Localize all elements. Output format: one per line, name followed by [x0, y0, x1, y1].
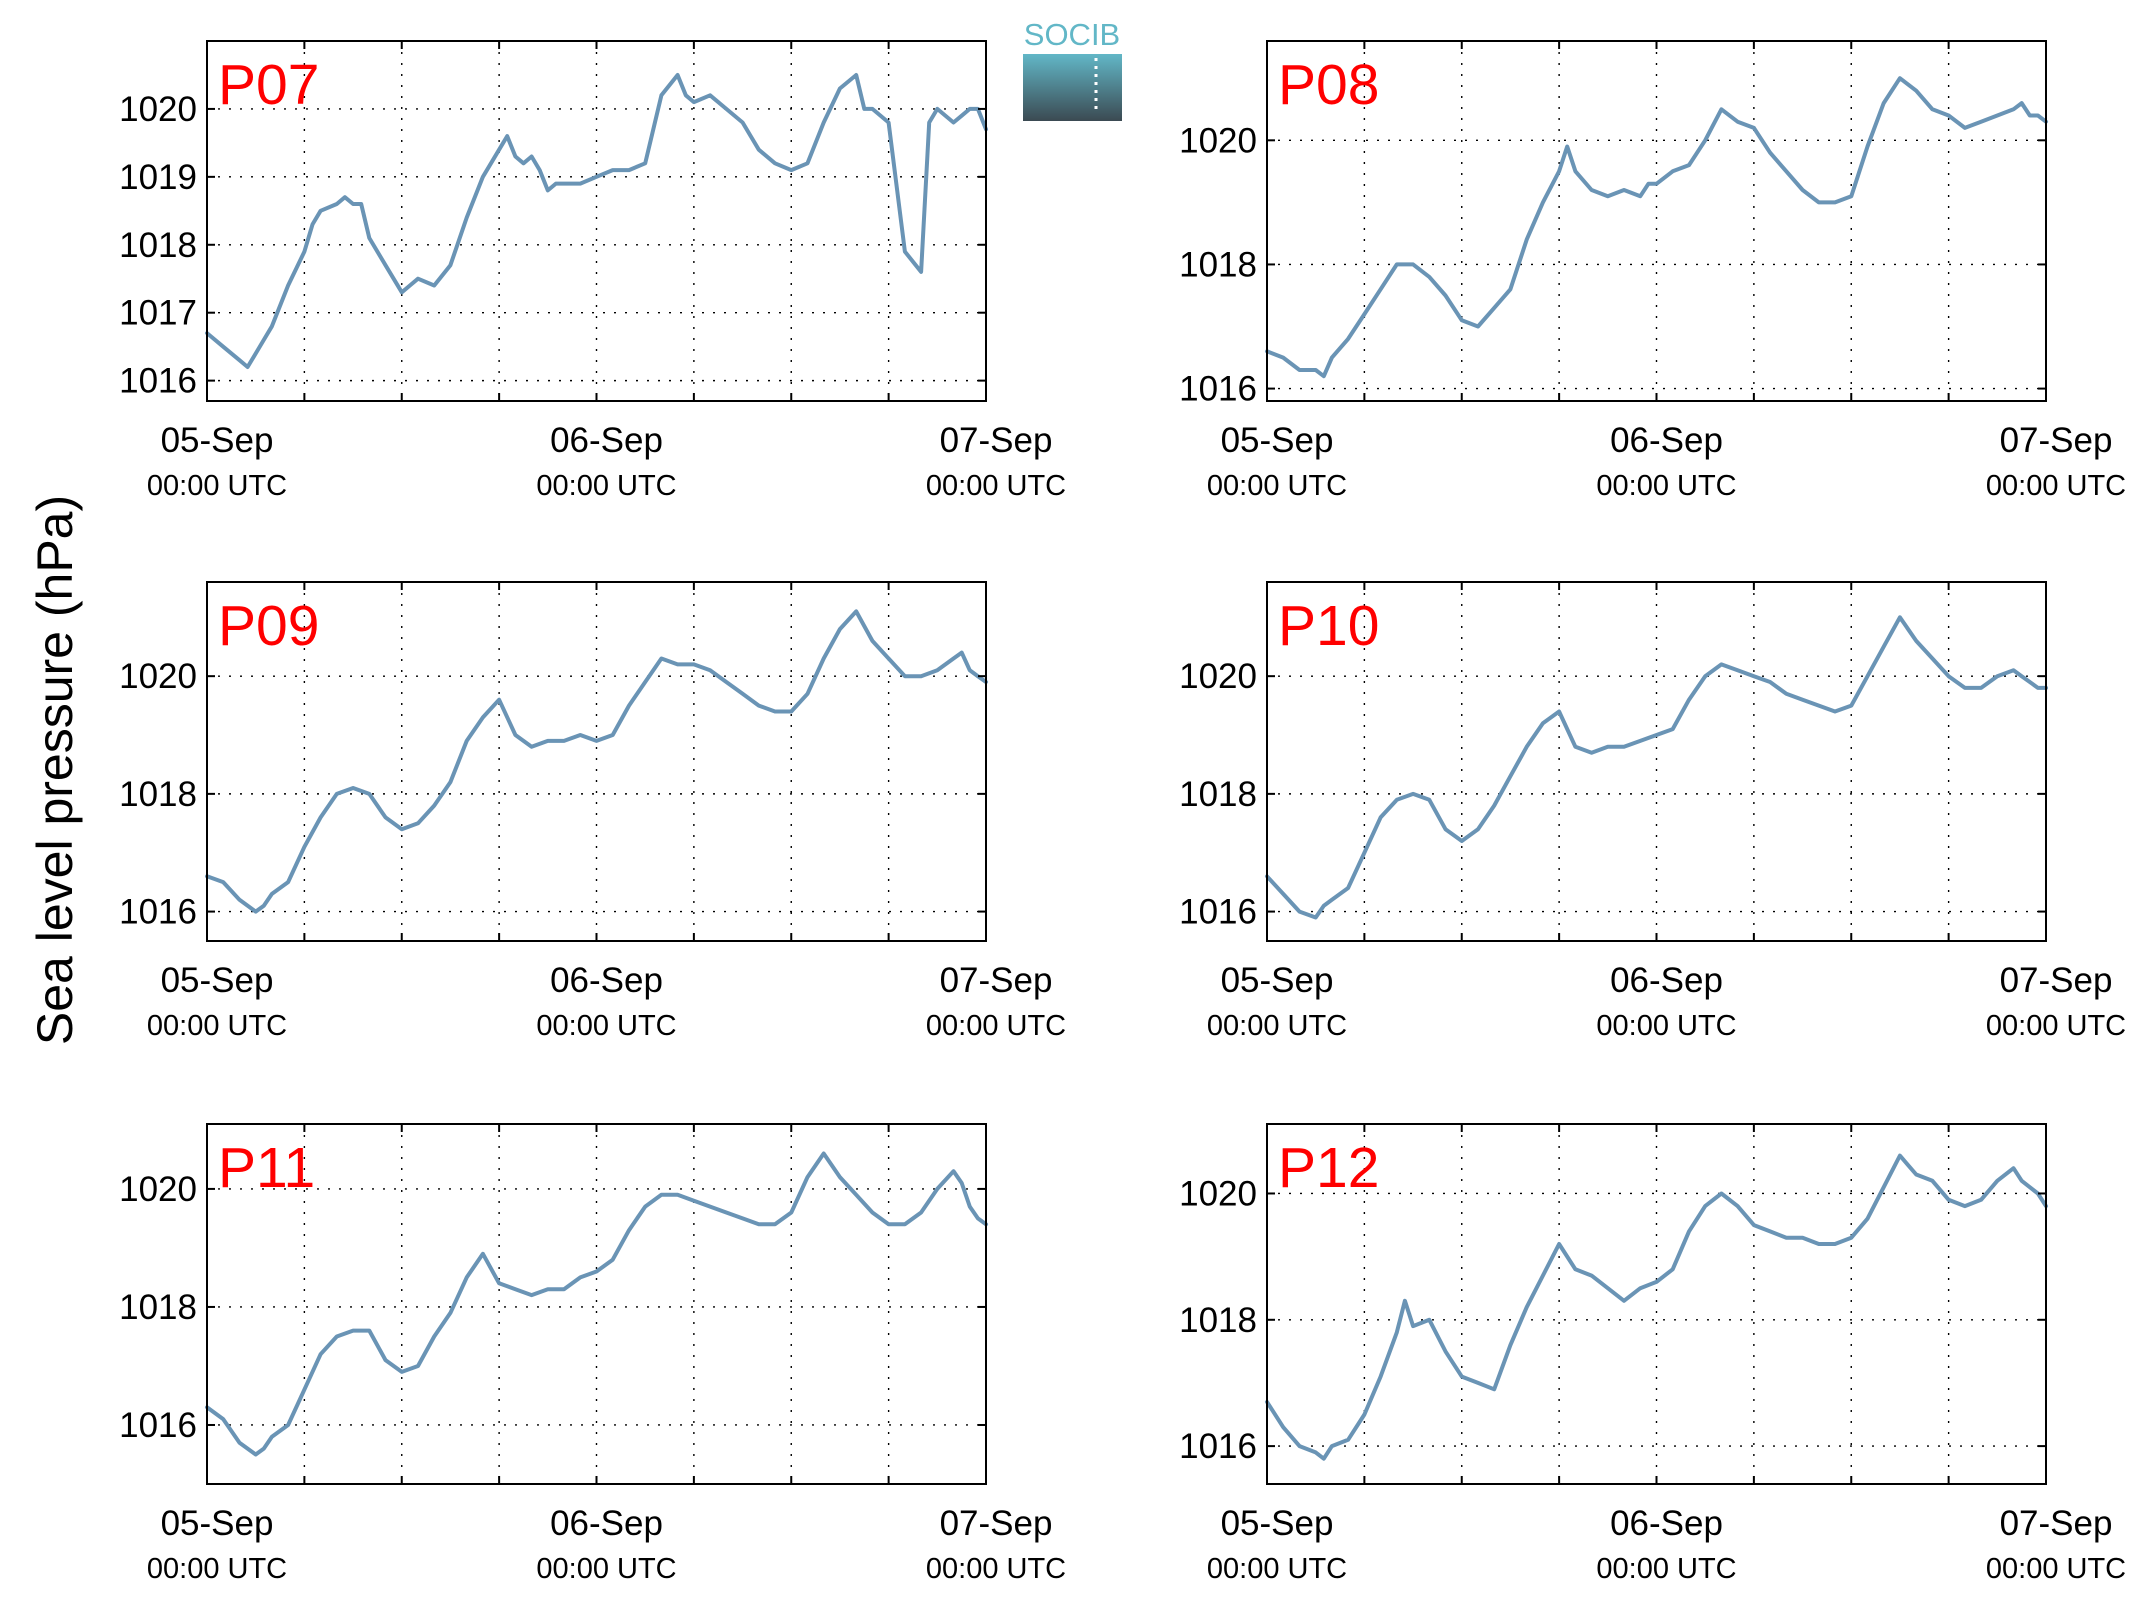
panel-p10: 1016 1018 1020 05-Sep 00:00 UTC 06-Sep 00:00 U…	[1179, 581, 2126, 1042]
x-tick-label-time: 00:00 UTC	[147, 470, 287, 502]
x-tick-label-time: 00:00 UTC	[147, 1010, 287, 1042]
panel-p08: 1016 1018 1020 05-Sep 00:00 UTC 06-Sep 00:00 U…	[1179, 40, 2126, 502]
x-tick-label-time: 00:00 UTC	[536, 1553, 676, 1585]
x-tick-label-date: 07-Sep	[2000, 1504, 2113, 1543]
x-tick-label-date: 05-Sep	[161, 1504, 274, 1543]
x-tick-label-date: 07-Sep	[940, 961, 1053, 1000]
y-tick-label: 1020	[119, 90, 197, 129]
x-tick-label-time: 00:00 UTC	[1596, 470, 1736, 502]
x-tick-label-time: 00:00 UTC	[1986, 1010, 2126, 1042]
series-line	[1265, 76, 2048, 379]
x-tick-label-date: 06-Sep	[550, 961, 663, 1000]
y-tick-label: 1020	[119, 657, 197, 696]
y-axis-label: Sea level pressure (hPa)	[27, 495, 83, 1045]
x-tick-label-date: 06-Sep	[1610, 961, 1723, 1000]
x-tick-label-date: 07-Sep	[940, 1504, 1053, 1543]
x-tick-label-time: 00:00 UTC	[1207, 1553, 1347, 1585]
y-tick-label: 1016	[1179, 893, 1257, 932]
x-tick-label-date: 06-Sep	[1610, 1504, 1723, 1543]
x-tick-label-date: 07-Sep	[2000, 421, 2113, 460]
y-tick-label: 1018	[119, 226, 197, 265]
x-tick-label-date: 07-Sep	[940, 421, 1053, 460]
y-tick-label: 1018	[1179, 245, 1257, 284]
x-tick-label-time: 00:00 UTC	[1986, 1553, 2126, 1585]
plot-frame	[1266, 40, 2047, 402]
y-tick-label: 1018	[119, 1288, 197, 1327]
x-tick-label-date: 05-Sep	[161, 421, 274, 460]
panel-title: P07	[218, 53, 319, 117]
socib-logo: SOCIB	[1023, 17, 1122, 121]
panel-p12: 1016 1018 1020 05-Sep 00:00 UTC 06-Sep 00:00 U…	[1179, 1123, 2126, 1585]
x-tick-label-date: 06-Sep	[550, 421, 663, 460]
logo-block	[1023, 54, 1122, 121]
x-tick-label-date: 07-Sep	[2000, 961, 2113, 1000]
series-line	[205, 73, 988, 369]
x-tick-label-time: 00:00 UTC	[1596, 1553, 1736, 1585]
panel-title: P08	[1278, 53, 1379, 117]
panel-title: P09	[218, 594, 319, 658]
panel-title: P10	[1278, 594, 1379, 658]
y-tick-label: 1020	[119, 1170, 197, 1209]
x-tick-label-time: 00:00 UTC	[1207, 470, 1347, 502]
y-tick-label: 1019	[119, 158, 197, 197]
x-tick-label-time: 00:00 UTC	[1207, 1010, 1347, 1042]
x-tick-label-date: 05-Sep	[161, 961, 274, 1000]
x-tick-label-time: 00:00 UTC	[147, 1553, 287, 1585]
y-tick-label: 1016	[1179, 1427, 1257, 1466]
x-tick-label-time: 00:00 UTC	[1986, 470, 2126, 502]
x-tick-label-time: 00:00 UTC	[926, 1010, 1066, 1042]
y-tick-label: 1018	[1179, 775, 1257, 814]
x-tick-label-time: 00:00 UTC	[1596, 1010, 1736, 1042]
x-tick-label-date: 05-Sep	[1221, 421, 1334, 460]
x-tick-label-date: 05-Sep	[1221, 1504, 1334, 1543]
x-tick-label-time: 00:00 UTC	[926, 1553, 1066, 1585]
x-tick-label-time: 00:00 UTC	[926, 470, 1066, 502]
plot-frame	[206, 40, 987, 402]
y-tick-label: 1016	[1179, 370, 1257, 409]
logo-text: SOCIB	[1024, 17, 1120, 52]
y-tick-label: 1018	[119, 775, 197, 814]
y-tick-label: 1018	[1179, 1301, 1257, 1340]
x-tick-label-date: 05-Sep	[1221, 961, 1334, 1000]
y-tick-label: 1020	[1179, 657, 1257, 696]
plot-frame	[206, 1123, 987, 1485]
y-tick-label: 1020	[1179, 1174, 1257, 1213]
y-tick-label: 1020	[1179, 121, 1257, 160]
series-line	[1265, 615, 2048, 920]
x-tick-label-date: 06-Sep	[1610, 421, 1723, 460]
x-tick-label-time: 00:00 UTC	[536, 1010, 676, 1042]
panel-p09: 1016 1018 1020 05-Sep 00:00 UTC 06-Sep 00:00 U…	[119, 581, 1066, 1042]
y-tick-label: 1016	[119, 362, 197, 401]
panel-title: P11	[218, 1136, 315, 1200]
x-tick-label-time: 00:00 UTC	[536, 470, 676, 502]
series-line	[205, 609, 988, 914]
x-tick-label-date: 06-Sep	[550, 1504, 663, 1543]
y-tick-label: 1017	[119, 294, 197, 333]
panel-p11: 1016 1018 1020 05-Sep 00:00 UTC 06-Sep 00:00 U…	[119, 1123, 1066, 1585]
panel-p07: 1016 1017 1018 1019 1020 05-Sep 00:00 UTC 06-Se…	[119, 40, 1066, 502]
series-line	[205, 1151, 988, 1457]
y-tick-label: 1016	[119, 1406, 197, 1445]
panels: 1016 1017 1018 1019 1020 05-Sep 00:00 UTC 06-Se…	[119, 40, 2126, 1585]
panel-title: P12	[1278, 1136, 1379, 1200]
y-tick-label: 1016	[119, 893, 197, 932]
plot-frame	[1266, 581, 2047, 942]
series-line	[1265, 1153, 2048, 1461]
